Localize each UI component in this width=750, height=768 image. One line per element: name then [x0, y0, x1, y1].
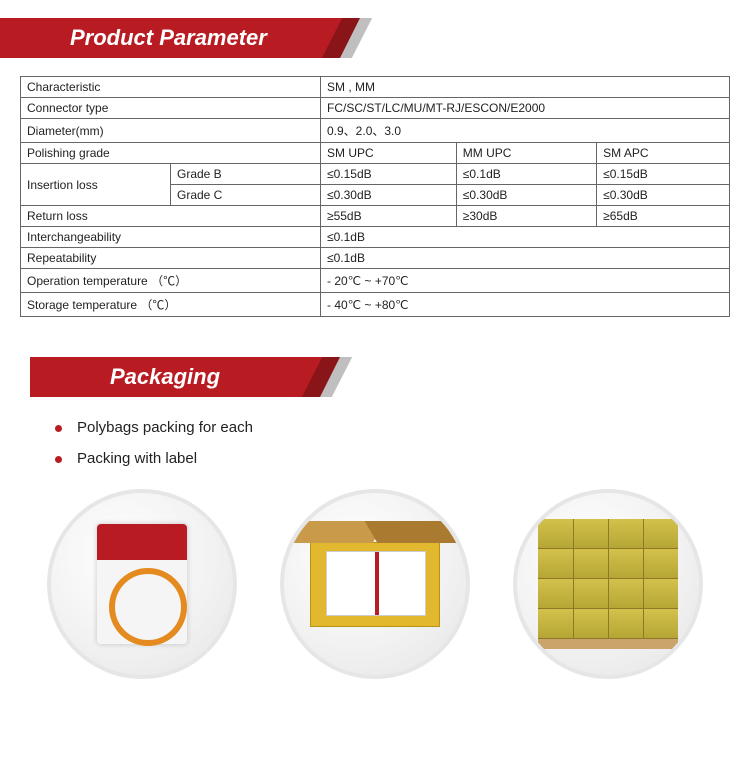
cell-grade: Grade B: [171, 164, 321, 185]
parameter-title: Product Parameter: [0, 18, 340, 58]
cell-grade: Grade C: [171, 185, 321, 206]
cell-value: - 20℃ ~ +70℃: [321, 269, 730, 293]
bullet-item: Polybags packing for each: [55, 419, 750, 436]
table-row: Connector type FC/SC/ST/LC/MU/MT-RJ/ESCO…: [21, 98, 730, 119]
cell-label: Repeatability: [21, 248, 321, 269]
packaging-image-polybag: [47, 489, 237, 679]
cell-value: ≤0.1dB: [321, 248, 730, 269]
table-row: Storage temperature （℃） - 40℃ ~ +80℃: [21, 293, 730, 317]
cell-label: Polishing grade: [21, 143, 321, 164]
pallet-icon: [538, 519, 678, 649]
cell-label: Interchangeability: [21, 227, 321, 248]
table-row: Diameter(mm) 0.9、2.0、3.0: [21, 119, 730, 143]
packaging-title: Packaging: [30, 357, 320, 397]
cell-val: ≤0.30dB: [456, 185, 596, 206]
cell-val: ≥55dB: [321, 206, 457, 227]
cell-value: FC/SC/ST/LC/MU/MT-RJ/ESCON/E2000: [321, 98, 730, 119]
polybag-icon: [97, 524, 187, 644]
table-row: Operation temperature （℃） - 20℃ ~ +70℃: [21, 269, 730, 293]
cell-label: Storage temperature （℃）: [21, 293, 321, 317]
cell-val: ≥30dB: [456, 206, 596, 227]
table-row: Characteristic SM , MM: [21, 77, 730, 98]
cell-label: Return loss: [21, 206, 321, 227]
cell-val: ≤0.15dB: [597, 164, 730, 185]
packaging-images-row: [0, 489, 750, 679]
packaging-bullets: Polybags packing for each Packing with l…: [55, 419, 750, 467]
cell-val: ≥65dB: [597, 206, 730, 227]
cell-col: SM APC: [597, 143, 730, 164]
cell-label: Insertion loss: [21, 164, 171, 206]
cell-value: ≤0.1dB: [321, 227, 730, 248]
cell-label: Operation temperature （℃）: [21, 269, 321, 293]
cell-value: 0.9、2.0、3.0: [321, 119, 730, 143]
cell-col: SM UPC: [321, 143, 457, 164]
cell-label: Characteristic: [21, 77, 321, 98]
table-row: Interchangeability ≤0.1dB: [21, 227, 730, 248]
packaging-image-carton: [280, 489, 470, 679]
cell-col: MM UPC: [456, 143, 596, 164]
cell-label: Diameter(mm): [21, 119, 321, 143]
cell-value: - 40℃ ~ +80℃: [321, 293, 730, 317]
table-row: Insertion loss Grade B ≤0.15dB ≤0.1dB ≤0…: [21, 164, 730, 185]
table-row: Repeatability ≤0.1dB: [21, 248, 730, 269]
spec-table: Characteristic SM , MM Connector type FC…: [20, 76, 730, 317]
parameter-section-header: Product Parameter: [0, 18, 750, 58]
cell-val: ≤0.30dB: [321, 185, 457, 206]
cell-val: ≤0.30dB: [597, 185, 730, 206]
table-row: Return loss ≥55dB ≥30dB ≥65dB: [21, 206, 730, 227]
packaging-image-pallet: [513, 489, 703, 679]
packaging-section-header: Packaging: [30, 357, 750, 397]
carton-icon: [310, 542, 440, 627]
cell-val: ≤0.1dB: [456, 164, 596, 185]
cell-value: SM , MM: [321, 77, 730, 98]
bullet-item: Packing with label: [55, 450, 750, 467]
cell-val: ≤0.15dB: [321, 164, 457, 185]
cell-label: Connector type: [21, 98, 321, 119]
table-row: Polishing grade SM UPC MM UPC SM APC: [21, 143, 730, 164]
